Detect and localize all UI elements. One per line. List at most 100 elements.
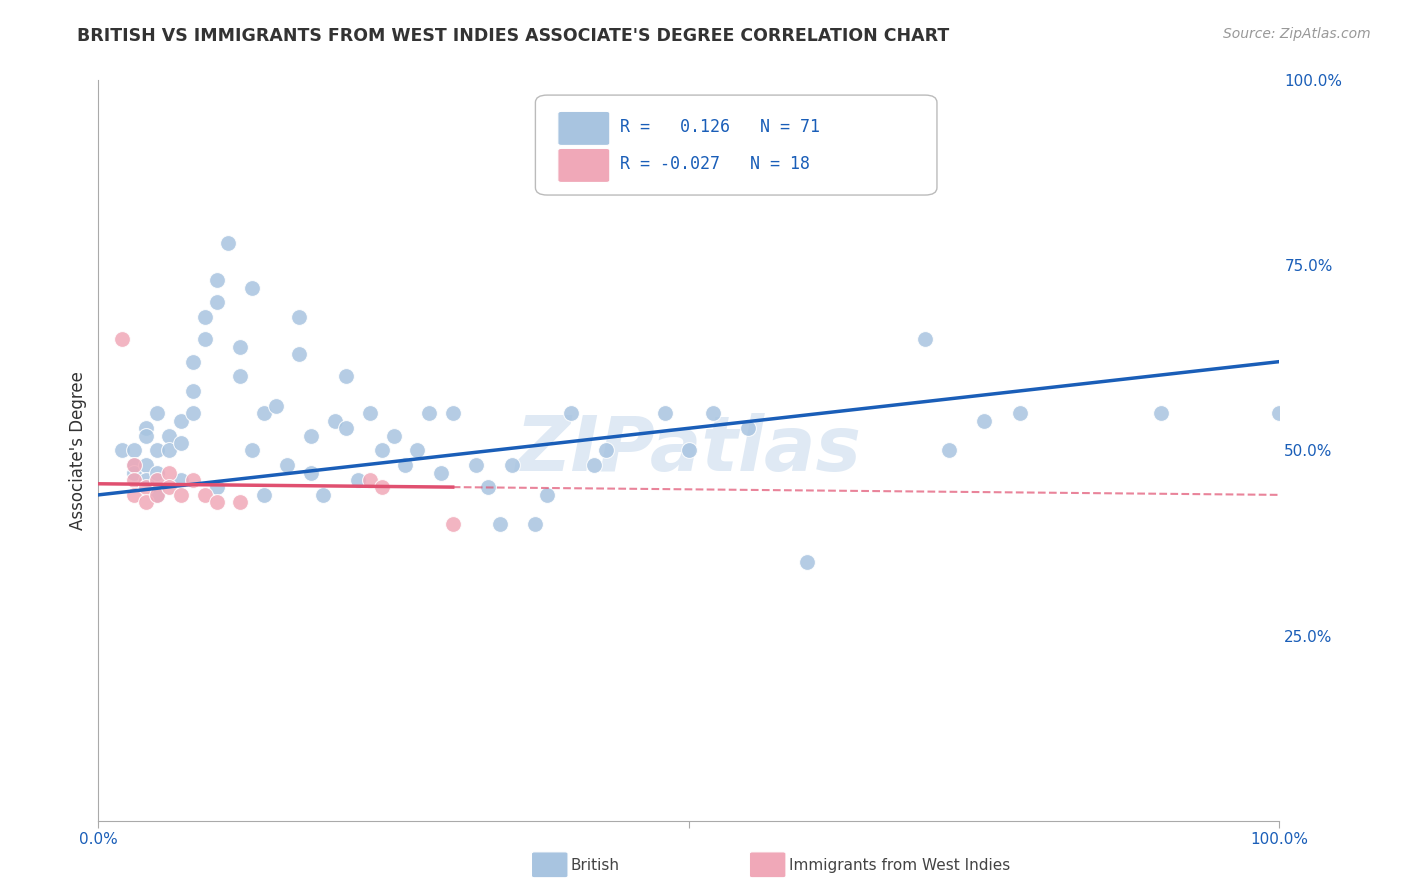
Point [1008, 407, 1031, 421]
Point [1268, 407, 1291, 421]
Point [299, 466, 322, 480]
Point [146, 473, 169, 487]
Point [371, 480, 394, 494]
FancyBboxPatch shape [558, 148, 610, 183]
Point [181, 473, 204, 487]
Point [595, 443, 617, 458]
Point [382, 428, 405, 442]
Point [938, 443, 960, 458]
Point [194, 332, 217, 346]
Point [194, 488, 217, 502]
Point [359, 473, 381, 487]
Point [146, 407, 169, 421]
Point [135, 428, 157, 442]
Point [111, 332, 134, 346]
Point [796, 555, 818, 569]
Point [335, 369, 357, 384]
Point [122, 443, 145, 458]
Point [973, 414, 995, 428]
Text: R = -0.027   N = 18: R = -0.027 N = 18 [620, 155, 810, 173]
Point [135, 473, 157, 487]
Point [583, 458, 606, 473]
Point [441, 517, 464, 532]
Point [394, 458, 416, 473]
Point [146, 466, 169, 480]
Point [678, 443, 700, 458]
Point [157, 443, 180, 458]
Point [441, 407, 464, 421]
Point [240, 280, 263, 294]
Text: Immigrants from West Indies: Immigrants from West Indies [789, 858, 1010, 872]
Point [477, 480, 499, 494]
Text: BRITISH VS IMMIGRANTS FROM WEST INDIES ASSOCIATE'S DEGREE CORRELATION CHART: BRITISH VS IMMIGRANTS FROM WEST INDIES A… [77, 27, 949, 45]
Point [181, 354, 204, 368]
Point [418, 407, 440, 421]
Point [170, 414, 193, 428]
Point [465, 458, 488, 473]
Point [217, 236, 239, 251]
FancyBboxPatch shape [536, 95, 936, 195]
Point [205, 273, 228, 287]
Point [122, 473, 145, 487]
Point [914, 332, 936, 346]
Point [288, 347, 311, 361]
Point [157, 466, 180, 480]
Point [205, 295, 228, 310]
Y-axis label: Associate's Degree: Associate's Degree [69, 371, 87, 530]
Point [240, 443, 263, 458]
Point [135, 495, 157, 509]
Point [157, 480, 180, 494]
Point [229, 369, 252, 384]
Point [654, 407, 676, 421]
Point [194, 310, 217, 325]
Point [560, 407, 582, 421]
Point [288, 310, 311, 325]
Point [205, 480, 228, 494]
Point [501, 458, 523, 473]
Point [702, 407, 724, 421]
Point [135, 458, 157, 473]
Point [229, 495, 252, 509]
Point [135, 421, 157, 435]
Point [122, 458, 145, 473]
Point [335, 421, 357, 435]
Point [146, 443, 169, 458]
Point [157, 428, 180, 442]
Point [524, 517, 547, 532]
Point [737, 421, 759, 435]
Point [170, 488, 193, 502]
Point [181, 384, 204, 399]
Point [253, 407, 276, 421]
Point [205, 495, 228, 509]
Text: British: British [571, 858, 620, 872]
Text: R =   0.126   N = 71: R = 0.126 N = 71 [620, 118, 821, 136]
Point [181, 407, 204, 421]
Point [170, 436, 193, 450]
Point [406, 443, 429, 458]
Point [430, 466, 453, 480]
FancyBboxPatch shape [558, 112, 610, 145]
Point [253, 488, 276, 502]
Point [111, 443, 134, 458]
Point [536, 488, 558, 502]
Point [146, 488, 169, 502]
Point [359, 407, 381, 421]
Text: ZIPatlas: ZIPatlas [516, 414, 862, 487]
Point [135, 480, 157, 494]
Text: Source: ZipAtlas.com: Source: ZipAtlas.com [1223, 27, 1371, 41]
Point [299, 428, 322, 442]
Point [122, 466, 145, 480]
Point [347, 473, 370, 487]
Point [276, 458, 298, 473]
Point [229, 340, 252, 354]
Point [312, 488, 335, 502]
Point [122, 488, 145, 502]
Point [122, 458, 145, 473]
Point [264, 399, 287, 413]
Point [146, 488, 169, 502]
Point [489, 517, 512, 532]
Point [323, 414, 346, 428]
Point [170, 473, 193, 487]
Point [371, 443, 394, 458]
Point [1150, 407, 1173, 421]
